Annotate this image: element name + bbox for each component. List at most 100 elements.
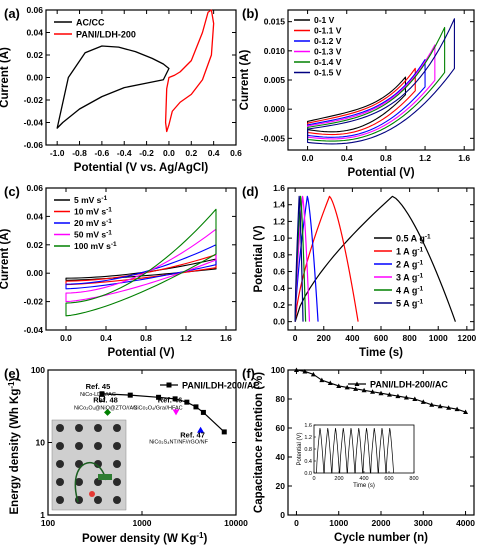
x-tick-label: -1.0 bbox=[50, 148, 65, 158]
x-tick-label: 0.8 bbox=[380, 153, 392, 163]
x-tick-label: 4000 bbox=[456, 518, 475, 528]
x-tick-label: 200 bbox=[317, 333, 331, 343]
series-line-2 bbox=[65, 244, 217, 290]
legend-label: 0-1.2 V bbox=[314, 36, 342, 46]
x-axis-label: Cycle number (n) bbox=[334, 532, 428, 544]
x-tick-label: 100 bbox=[41, 518, 55, 528]
x-tick-label: 0 bbox=[293, 333, 298, 343]
inset-x-tick-label: 600 bbox=[384, 476, 393, 482]
data-point bbox=[99, 391, 105, 397]
legend-label-main: 5 mV s bbox=[74, 195, 102, 205]
inset-x-axis-label: Time (s) bbox=[353, 483, 375, 489]
x-tick-label: 2000 bbox=[372, 518, 391, 528]
photo-dot bbox=[56, 460, 64, 468]
x-tick-label: 1200 bbox=[457, 333, 476, 343]
legend-label: 0-1.3 V bbox=[314, 47, 342, 57]
photo-dot bbox=[94, 442, 102, 450]
x-tick-label: 0.4 bbox=[341, 153, 353, 163]
ref-sublabel: NiCo₂O₄/Gra//HFAC bbox=[133, 405, 182, 411]
data-point bbox=[221, 429, 227, 435]
legend-label-sup: -1 bbox=[106, 207, 112, 214]
inset-photo bbox=[51, 419, 127, 511]
x-tick-label: 10000 bbox=[224, 518, 248, 528]
series-line-3 bbox=[307, 44, 436, 140]
photo-dot bbox=[113, 460, 121, 468]
y-tick-label: 100 bbox=[31, 365, 45, 375]
legend-label: 20 mV s-1 bbox=[74, 218, 112, 228]
y-tick-label: 0.005 bbox=[264, 75, 286, 85]
x-tick-label: 0.0 bbox=[60, 333, 72, 343]
panel-label: (d) bbox=[242, 184, 259, 199]
series-line-0 bbox=[294, 195, 456, 322]
inset-y-axis-label-group: Potential (V) bbox=[297, 432, 303, 465]
legend-label-sup: -1 bbox=[106, 218, 112, 225]
legend-label-main: 0.5 A g bbox=[396, 234, 425, 244]
photo-dot bbox=[94, 424, 102, 432]
y-tick-label: 1 bbox=[40, 510, 45, 520]
x-tick-label: 0.8 bbox=[140, 333, 152, 343]
y-tick-label: -0.02 bbox=[24, 297, 44, 307]
legend-label: 0-1.5 V bbox=[314, 68, 342, 78]
inset-y-tick-label: 1.2 bbox=[304, 435, 312, 441]
photo-dot bbox=[56, 424, 64, 432]
panel-f: 0 1000 2000 3000 4000020406080100(f)PANI/LDH… bbox=[242, 365, 475, 544]
series-line-0 bbox=[307, 76, 407, 133]
y-tick-label: 1.2 bbox=[273, 216, 285, 226]
legend-label-main: 4 A g bbox=[396, 286, 417, 296]
ref-label: Ref. 48 bbox=[93, 395, 118, 404]
photo-dot bbox=[113, 478, 121, 486]
y-tick-label: -0.02 bbox=[24, 95, 44, 105]
legend-label: 0-1.4 V bbox=[314, 57, 342, 67]
photo-led bbox=[89, 491, 95, 497]
data-point bbox=[200, 409, 206, 415]
ref-marker bbox=[98, 395, 105, 402]
series-line-5 bbox=[307, 18, 455, 145]
data-point bbox=[463, 409, 469, 415]
y-tick-label: 0.04 bbox=[26, 28, 43, 38]
plot-frame bbox=[287, 187, 475, 331]
photo-dot bbox=[94, 460, 102, 468]
x-tick-label: 3000 bbox=[414, 518, 433, 528]
photo-wire bbox=[74, 462, 107, 503]
inset-y-tick-label: 1.6 bbox=[304, 423, 312, 429]
series-line-1 bbox=[164, 9, 215, 133]
y-tick-label: 1.0 bbox=[273, 233, 285, 243]
x-tick-label: -0.8 bbox=[72, 148, 87, 158]
y-tick-label: 0 bbox=[280, 510, 285, 520]
series-line-1 bbox=[65, 254, 217, 286]
legend-label-main: 2 A g bbox=[396, 260, 417, 270]
inset-x-tick-label: 800 bbox=[409, 476, 418, 482]
data-point bbox=[429, 402, 435, 407]
x-axis-label: Potential (V) bbox=[347, 167, 414, 179]
y-tick-label: 1.4 bbox=[273, 200, 285, 210]
legend-label-sup: -1 bbox=[417, 247, 423, 254]
y-axis-label: Current (A) bbox=[239, 49, 251, 110]
inset-x-tick-label: 0 bbox=[312, 476, 315, 482]
legend-label: PANI/LDH-200 bbox=[76, 30, 136, 40]
x-axis-label: Time (s) bbox=[359, 347, 403, 359]
data-point bbox=[156, 394, 162, 400]
y-tick-label: 0.00 bbox=[26, 73, 43, 83]
inset-frame bbox=[313, 424, 415, 474]
inset-y-tick-label: 0.0 bbox=[304, 471, 312, 477]
legend-label: AC/CC bbox=[76, 18, 105, 28]
y-axis-label: Current (A) bbox=[0, 228, 11, 289]
x-axis-label-main: Power density (W Kg bbox=[82, 533, 196, 545]
y-axis-label: Current (A) bbox=[0, 47, 11, 108]
data-point bbox=[310, 371, 316, 377]
y-tick-label: 0.010 bbox=[264, 46, 286, 56]
data-point bbox=[395, 393, 401, 399]
ref-sublabel: NiCo₂O₄@NiO@ZTO//AC bbox=[74, 405, 137, 411]
panel-label: (e) bbox=[4, 366, 20, 381]
y-tick-label: 0.02 bbox=[26, 240, 43, 250]
data-point bbox=[184, 399, 190, 405]
x-tick-label: 400 bbox=[345, 333, 359, 343]
data-point bbox=[193, 404, 199, 410]
y-axis-label-sup: -1 bbox=[7, 381, 16, 389]
inset-y-tick-label: 0.8 bbox=[304, 447, 312, 453]
x-tick-label: 1000 bbox=[133, 518, 152, 528]
legend-label-sup: -1 bbox=[417, 260, 423, 267]
legend-label: 100 mV s-1 bbox=[74, 241, 117, 251]
series-line-0 bbox=[56, 45, 170, 129]
y-axis-label-main: Energy density (Wh Kg bbox=[9, 389, 21, 515]
